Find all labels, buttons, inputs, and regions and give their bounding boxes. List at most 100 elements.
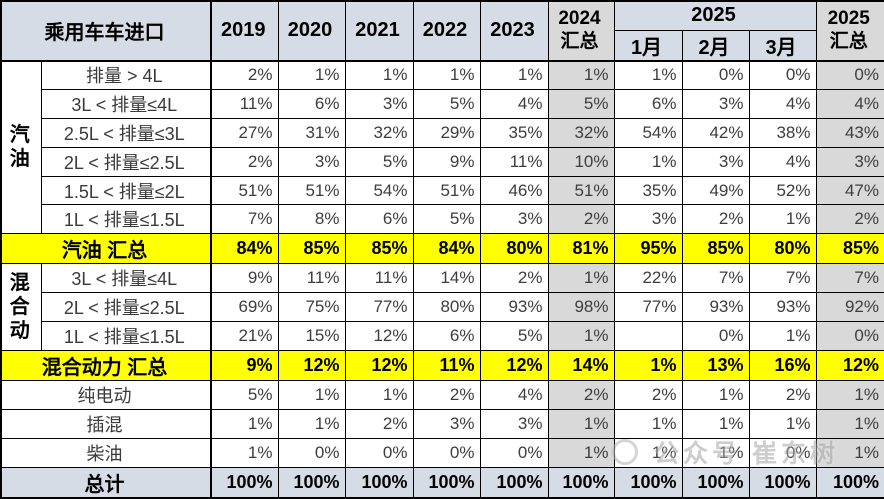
col-header-month-mar: 3月 [748,29,817,61]
value-cell: 32% [344,117,414,148]
value-cell: 100% [681,466,750,499]
value-cell: 27% [210,117,279,148]
table-row: 2.5L < 排量≤3L 27% 31% 32% 29% 35% 32% 54% 42% 38% 4… [1,117,884,148]
value-cell: 51% [277,175,346,206]
value-cell: 100% [613,466,683,499]
table-row: 汽 油排量 > 4L 2% 1% 1% 1% 1% 1% 1% 0% 0% 0% [0,59,884,235]
value-cell: 51% [412,175,481,206]
value-cell: 15% [277,321,346,352]
value-cell: 43% [815,117,884,148]
value-cell: 31% [277,117,346,148]
row-label: 1L < 排量≤1.5L [40,204,212,235]
value-cell: 3% [479,408,549,439]
row-label: 1.5L < 排量≤2L [40,175,212,206]
value-cell: 7% [210,204,279,235]
value-cell: 1% [613,408,683,439]
value-cell: 29% [412,117,481,148]
value-cell: 46% [479,175,549,206]
row-label: 纯电动 [0,380,212,410]
table-row: 总计 100% 100% 100% 100% 100% 100% 100% 100% 100% 10… [0,466,884,499]
value-cell: 93% [748,292,817,323]
value-cell: 3% [277,146,346,177]
row-label: 插混 [0,408,212,439]
value-cell: 3% [479,204,549,235]
value-cell: 2% [412,380,481,410]
value-cell: 75% [277,292,346,323]
value-cell: 100% [479,466,549,499]
col-header-2023: 2023 [479,0,549,61]
value-cell: 92% [815,292,884,323]
value-cell: 1% [547,408,615,439]
value-cell: 95% [613,233,683,265]
value-cell: 1% [277,380,346,410]
value-cell: 77% [613,292,683,323]
value-cell: 0% [277,437,346,468]
col-header-2022: 2022 [412,0,481,61]
value-cell: 12% [479,350,549,382]
table-row: 1.5L < 排量≤2L 51% 51% 54% 51% 46% 51% 35% 49% 52% 4… [1,175,884,206]
value-cell: 16% [748,350,817,382]
value-cell: 0% [681,321,750,352]
value-cell: 54% [613,117,683,148]
value-cell: 1% [344,380,414,410]
value-cell: 2% [547,380,615,410]
value-cell: 0% [479,437,549,468]
value-cell: 4% [479,88,549,119]
table-title: 乘用车车进口 [0,0,212,61]
value-cell: 1% [210,408,279,439]
value-cell: 11% [277,263,346,294]
value-cell: 1% [815,408,884,439]
value-cell: 10% [547,146,615,177]
value-cell: 100% [344,466,414,499]
value-cell: 32% [547,117,615,148]
value-cell: 54% [344,175,414,206]
value-cell: 42% [681,117,750,148]
value-cell: 2% [748,380,817,410]
value-cell: 80% [748,233,817,265]
table-row: 混 合 动 3L < 排量≤4L 9% 11% 11% 14% 2% 1% 22% 7% 7% 7% [0,263,884,352]
value-cell: 1% [547,437,615,468]
value-cell: 1% [748,204,817,235]
value-cell: 80% [479,233,549,265]
value-cell: 3% [613,204,683,235]
value-cell: 84% [210,233,279,265]
value-cell: 1% [277,408,346,439]
value-cell: 11% [344,263,414,294]
value-cell: 6% [277,88,346,119]
col-header-month-feb: 2月 [681,29,750,61]
row-label: 汽油 汇总 [0,233,212,265]
table-row: 1L < 排量≤1.5L 21% 15% 12% 6% 5% 1% 0% 1% 0% [1,321,884,352]
value-cell: 52% [748,175,817,206]
row-label: 3L < 排量≤4L [40,263,212,294]
value-cell: 0% [748,437,817,468]
value-cell: 1% [748,408,817,439]
value-cell: 100% [815,466,884,499]
value-cell: 1% [547,321,615,352]
table-row: 混合动力 汇总 9% 12% 12% 11% 12% 14% 1% 13% 16% 12% [0,350,884,382]
value-cell: 11% [412,350,481,382]
col-header-2019: 2019 [210,0,279,61]
value-cell: 12% [344,321,414,352]
value-cell: 49% [681,175,750,206]
value-cell: 98% [547,292,615,323]
value-cell: 1% [613,60,683,90]
value-cell: 8% [277,204,346,235]
value-cell: 1% [344,60,414,90]
value-cell: 1% [547,263,615,294]
value-cell: 100% [412,466,481,499]
value-cell: 47% [815,175,884,206]
col-group-2025: 2025 [613,0,817,31]
row-label: 2L < 排量≤2.5L [40,292,212,323]
value-cell: 85% [815,233,884,265]
value-cell: 100% [210,466,279,499]
value-cell: 1% [479,60,549,90]
table-row: 2L < 排量≤2.5L 2% 3% 5% 9% 11% 10% 1% 3% 4% 3% [1,146,884,177]
value-cell: 11% [210,88,279,119]
value-cell: 1% [815,437,884,468]
value-cell: 2% [681,204,750,235]
value-cell: 9% [210,350,279,382]
table-row: 1L < 排量≤1.5L 7% 8% 6% 5% 3% 2% 3% 2% 1% 2% [1,204,884,235]
value-cell: 1% [210,437,279,468]
value-cell: 93% [681,292,750,323]
